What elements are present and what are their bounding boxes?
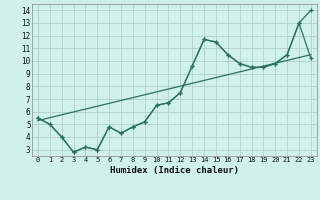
X-axis label: Humidex (Indice chaleur): Humidex (Indice chaleur) [110, 166, 239, 175]
